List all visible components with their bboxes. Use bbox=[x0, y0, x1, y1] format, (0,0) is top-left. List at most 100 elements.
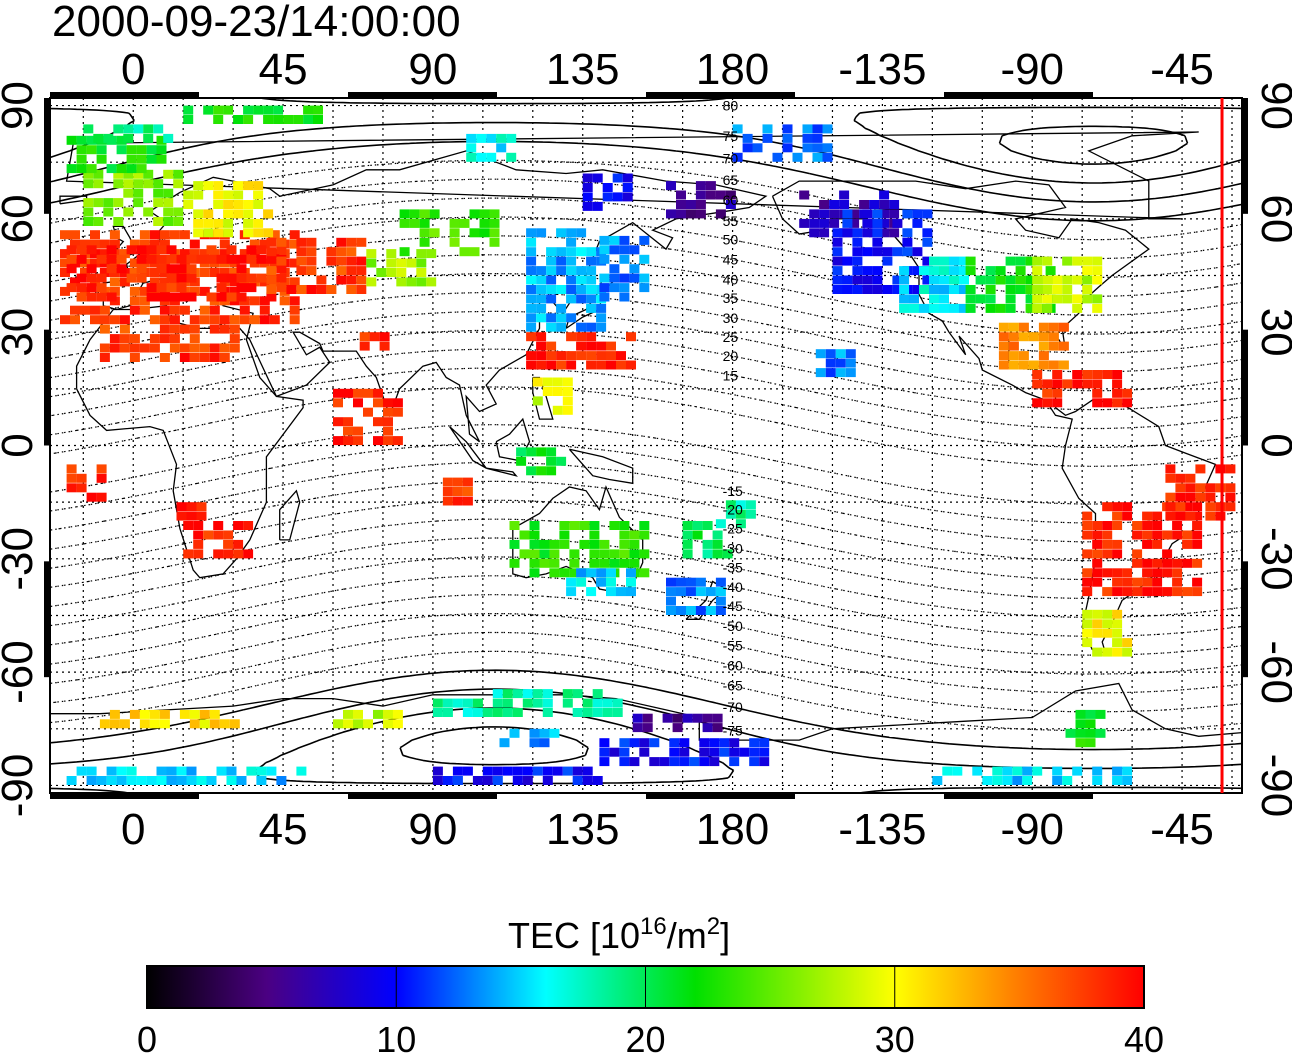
tec-cell bbox=[76, 292, 87, 302]
tec-cell bbox=[529, 521, 540, 530]
tec-cell bbox=[166, 245, 177, 255]
tec-cell bbox=[409, 209, 420, 219]
tec-cell bbox=[709, 757, 720, 767]
tec-cell bbox=[559, 530, 570, 540]
tec-cell bbox=[582, 173, 593, 183]
tec-cell bbox=[546, 285, 557, 294]
tec-cell bbox=[546, 447, 557, 457]
tec-cell bbox=[479, 228, 490, 238]
tec-cell bbox=[119, 343, 130, 353]
tec-cell bbox=[562, 766, 573, 776]
tec-cell bbox=[356, 237, 367, 247]
tec-cell bbox=[1112, 568, 1123, 578]
tec-cell bbox=[416, 249, 427, 259]
tec-cell bbox=[183, 200, 194, 209]
tec-cell bbox=[556, 322, 567, 332]
tec-cell bbox=[566, 332, 577, 342]
tec-cell bbox=[622, 183, 633, 192]
tec-cell bbox=[469, 247, 480, 257]
tec-cell bbox=[333, 417, 343, 427]
tec-cell bbox=[965, 256, 976, 266]
tec-cell bbox=[216, 766, 227, 776]
tec-cell bbox=[1225, 502, 1236, 512]
tec-cell bbox=[236, 254, 247, 264]
tec-cell bbox=[396, 258, 407, 268]
tec-cell bbox=[442, 708, 453, 717]
tec-cell bbox=[136, 273, 147, 283]
tec-cell bbox=[66, 264, 77, 274]
tec-cell bbox=[1038, 322, 1049, 332]
mlat-contour bbox=[50, 480, 1242, 562]
tec-cell bbox=[96, 464, 107, 474]
tec-cell bbox=[932, 776, 943, 785]
tec-cell bbox=[586, 275, 597, 285]
tec-cell bbox=[296, 256, 307, 266]
tec-cell bbox=[189, 343, 200, 353]
tec-cell bbox=[90, 230, 100, 240]
tec-cell bbox=[106, 776, 117, 785]
tec-cell bbox=[1162, 587, 1173, 597]
tec-cell bbox=[586, 256, 597, 266]
tec-cell bbox=[289, 296, 300, 306]
tec-cell bbox=[949, 285, 959, 294]
tec-cell bbox=[1112, 388, 1123, 398]
tec-cell bbox=[529, 558, 540, 568]
tec-cell bbox=[166, 273, 177, 283]
tec-cell bbox=[502, 689, 513, 699]
tec-cell bbox=[123, 124, 134, 134]
tec-cell bbox=[1005, 294, 1016, 304]
tec-cell bbox=[859, 200, 870, 209]
tec-cell bbox=[236, 273, 247, 283]
colorbar-tick-label: 40 bbox=[1124, 1019, 1164, 1057]
tec-cell bbox=[556, 285, 567, 294]
tec-cell bbox=[609, 521, 620, 530]
tec-cell bbox=[136, 264, 147, 274]
tec-cell bbox=[1165, 464, 1176, 474]
tec-cell bbox=[596, 577, 607, 587]
tec-cell bbox=[682, 539, 693, 549]
tec-cell bbox=[489, 218, 500, 228]
tec-cell bbox=[133, 169, 144, 179]
tec-cell bbox=[176, 283, 187, 293]
tec-cell bbox=[1205, 502, 1216, 512]
tec-cell bbox=[549, 568, 560, 578]
tec-cell bbox=[596, 360, 607, 370]
tec-cell bbox=[579, 539, 590, 549]
tec-cell bbox=[582, 698, 593, 708]
tec-cell bbox=[289, 230, 300, 240]
right-lat-tick-label: 60 bbox=[1252, 194, 1292, 243]
tec-cell bbox=[462, 496, 473, 506]
tec-cell bbox=[256, 245, 267, 255]
tec-cell bbox=[1185, 511, 1196, 521]
tec-cell bbox=[196, 254, 207, 264]
tec-cell bbox=[542, 377, 553, 387]
tec-cell bbox=[129, 709, 140, 719]
tec-cell bbox=[566, 266, 577, 276]
tec-cell bbox=[159, 277, 170, 287]
tec-cell bbox=[629, 539, 640, 549]
tec-cell bbox=[173, 179, 184, 189]
tec-cell bbox=[566, 360, 577, 370]
tec-cell bbox=[139, 719, 150, 729]
tec-cell bbox=[559, 568, 570, 578]
map-title: 2000-09-23/14:00:00 bbox=[52, 0, 461, 46]
tec-cell bbox=[632, 713, 643, 723]
tec-cell bbox=[119, 249, 130, 259]
tec-cell bbox=[289, 315, 300, 325]
tec-cell bbox=[90, 239, 100, 249]
tec-cell bbox=[839, 200, 850, 209]
bottom-lon-tick-label: -45 bbox=[1150, 805, 1214, 854]
tec-cell bbox=[1112, 609, 1123, 619]
bottom-lon-tick-label: -135 bbox=[838, 805, 926, 854]
tec-cell bbox=[1132, 587, 1143, 597]
tec-cell bbox=[842, 228, 853, 238]
tec-cell bbox=[812, 124, 823, 134]
tec-cell bbox=[992, 766, 1003, 776]
tec-cell bbox=[333, 388, 343, 398]
tec-cell bbox=[106, 254, 117, 264]
tec-cell bbox=[156, 254, 167, 264]
tec-cell bbox=[392, 407, 403, 417]
tec-cell bbox=[802, 124, 813, 134]
tec-cell bbox=[386, 268, 397, 277]
tec-cell bbox=[939, 285, 949, 294]
